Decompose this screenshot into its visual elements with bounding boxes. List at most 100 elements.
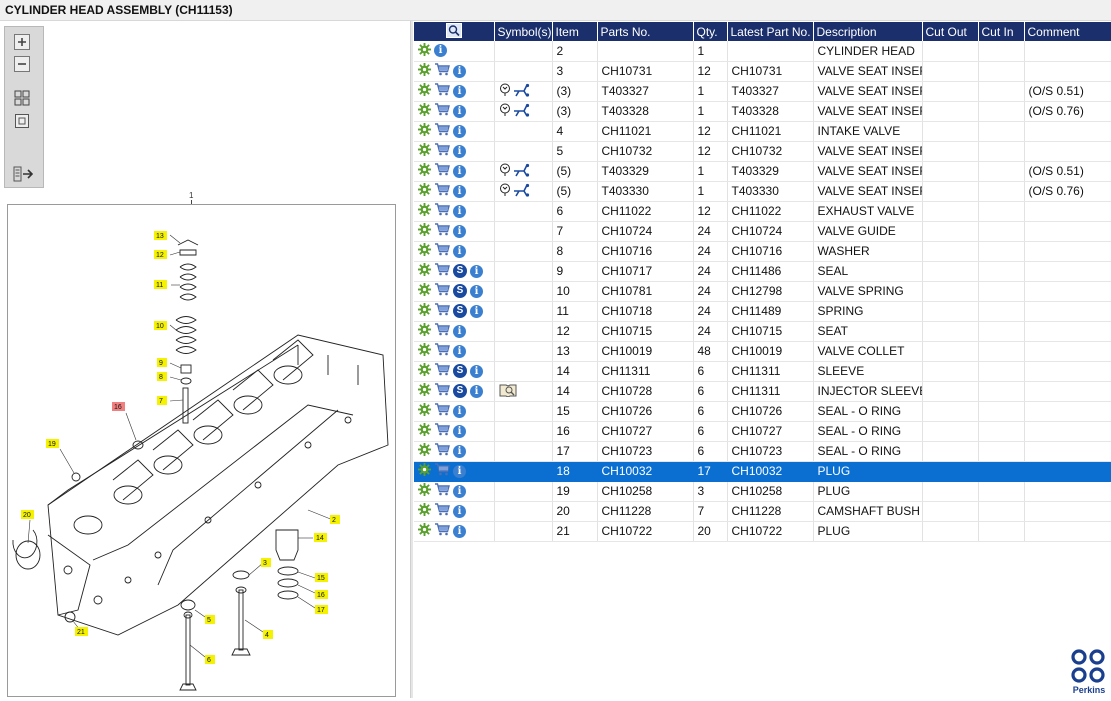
cart-icon[interactable]	[434, 243, 450, 259]
zoom-in-icon[interactable]	[13, 33, 31, 51]
column-header-latest-part-no[interactable]: Latest Part No.	[727, 22, 814, 41]
cart-icon[interactable]	[434, 343, 450, 359]
column-header-description[interactable]: Description	[813, 22, 923, 41]
column-header-comment[interactable]: Comment	[1024, 22, 1111, 41]
cart-icon[interactable]	[434, 423, 450, 439]
cart-icon[interactable]	[434, 403, 450, 419]
column-header-parts-no[interactable]: Parts No.	[597, 22, 694, 41]
callout-13[interactable]: 13	[156, 233, 164, 240]
gear-icon[interactable]	[418, 403, 431, 419]
gear-icon[interactable]	[418, 303, 431, 319]
gear-icon[interactable]	[418, 143, 431, 159]
gear-icon[interactable]	[418, 503, 431, 519]
info-icon[interactable]: i	[434, 44, 447, 58]
zoom-out-icon[interactable]	[13, 55, 31, 73]
callout-11[interactable]: 11	[156, 282, 163, 289]
cart-icon[interactable]	[434, 523, 450, 539]
supersession-icon[interactable]: S	[453, 304, 467, 318]
column-header-cut-in[interactable]: Cut In	[978, 22, 1025, 41]
cart-icon[interactable]	[434, 83, 450, 99]
gear-icon[interactable]	[418, 42, 431, 59]
callout-12[interactable]: 12	[156, 252, 164, 259]
cart-icon[interactable]	[434, 443, 450, 459]
info-icon[interactable]: i	[453, 504, 466, 518]
gear-icon[interactable]	[418, 483, 431, 499]
gear-icon[interactable]	[418, 83, 431, 99]
info-icon[interactable]: i	[453, 124, 466, 138]
info-icon[interactable]: i	[453, 324, 466, 338]
info-icon[interactable]: i	[453, 404, 466, 418]
supersession-icon[interactable]: S	[453, 284, 467, 298]
callout-20[interactable]: 20	[23, 512, 31, 519]
table-row[interactable]: i 8 CH10716 24 CH10716 WASHER	[414, 241, 1111, 262]
cart-icon[interactable]	[434, 223, 450, 239]
column-header-cut-out[interactable]: Cut Out	[922, 22, 979, 41]
pane-splitter[interactable]	[411, 21, 413, 698]
gear-icon[interactable]	[418, 223, 431, 239]
callout-16[interactable]: 16	[317, 592, 325, 599]
search-icon[interactable]	[445, 22, 462, 41]
callout-14[interactable]: 14	[316, 535, 324, 542]
info-icon[interactable]: i	[453, 344, 466, 358]
info-icon[interactable]: i	[470, 384, 483, 398]
table-row[interactable]: i 20 CH11228 7 CH11228 CAMSHAFT BUSH	[414, 501, 1111, 522]
callout-17[interactable]: 17	[317, 607, 325, 614]
cart-icon[interactable]	[434, 503, 450, 519]
gear-icon[interactable]	[418, 123, 431, 139]
gear-icon[interactable]	[418, 63, 431, 79]
info-icon[interactable]: i	[453, 524, 466, 538]
gear-icon[interactable]	[418, 363, 431, 379]
column-header-symbols[interactable]: Symbol(s)	[494, 22, 553, 41]
cart-icon[interactable]	[434, 143, 450, 159]
info-icon[interactable]: i	[453, 64, 466, 78]
service-document-icon[interactable]	[499, 383, 517, 400]
cart-icon[interactable]	[434, 123, 450, 139]
table-row[interactable]: i 2 1 CYLINDER HEAD	[414, 41, 1111, 62]
info-icon[interactable]: i	[470, 264, 483, 278]
callout-19[interactable]: 19	[48, 441, 56, 448]
gear-icon[interactable]	[418, 463, 431, 479]
cart-icon[interactable]	[434, 363, 450, 379]
table-row[interactable]: i 18 CH10032 17 CH10032 PLUG	[414, 461, 1111, 482]
gear-icon[interactable]	[418, 283, 431, 299]
callout-6[interactable]: 6	[207, 657, 211, 664]
callout-9[interactable]: 9	[159, 360, 163, 367]
cart-icon[interactable]	[434, 103, 450, 119]
info-icon[interactable]: i	[453, 424, 466, 438]
gear-icon[interactable]	[418, 183, 431, 199]
cart-icon[interactable]	[434, 303, 450, 319]
fit-page-icon[interactable]	[13, 89, 31, 107]
actual-size-icon[interactable]	[13, 112, 31, 130]
gear-icon[interactable]	[418, 523, 431, 539]
info-icon[interactable]: i	[453, 484, 466, 498]
table-row[interactable]: i 12 CH10715 24 CH10715 SEAT	[414, 321, 1111, 342]
gear-icon[interactable]	[418, 423, 431, 439]
cart-icon[interactable]	[434, 483, 450, 499]
table-row[interactable]: i 21 CH10722 20 CH10722 PLUG	[414, 521, 1111, 542]
gear-icon[interactable]	[418, 343, 431, 359]
info-icon[interactable]: i	[453, 244, 466, 258]
info-icon[interactable]: i	[453, 184, 466, 198]
info-icon[interactable]: i	[453, 84, 466, 98]
alternate-part-icon[interactable]	[499, 103, 531, 120]
callout-4[interactable]: 4	[265, 632, 269, 639]
callout-7[interactable]: 7	[159, 398, 163, 405]
table-row[interactable]: i 4 CH11021 12 CH11021 INTAKE VALVE	[414, 121, 1111, 142]
alternate-part-icon[interactable]	[499, 83, 531, 100]
callout-10[interactable]: 10	[156, 323, 164, 330]
info-icon[interactable]: i	[453, 104, 466, 118]
gear-icon[interactable]	[418, 383, 431, 399]
supersession-icon[interactable]: S	[453, 264, 467, 278]
callout-8[interactable]: 8	[159, 374, 163, 381]
info-icon[interactable]: i	[453, 204, 466, 218]
supersession-icon[interactable]: S	[453, 384, 467, 398]
info-icon[interactable]: i	[453, 464, 466, 478]
